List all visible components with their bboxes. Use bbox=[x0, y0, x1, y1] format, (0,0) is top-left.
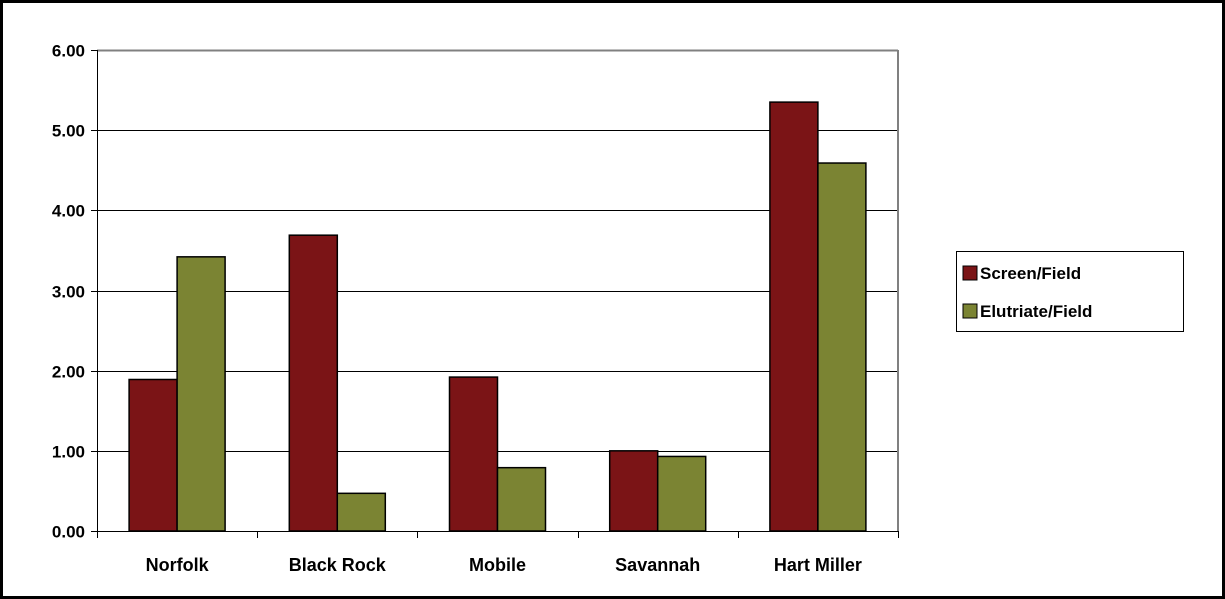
bars bbox=[128, 101, 867, 532]
legend-box bbox=[956, 251, 1184, 332]
x-category-label: Black Rock bbox=[289, 555, 387, 575]
legend: Screen/Field Elutriate/Field bbox=[956, 251, 1184, 332]
y-tick-label: 5.00 bbox=[52, 122, 85, 141]
x-category-label: Mobile bbox=[469, 555, 526, 575]
bar-screen-field-hart-miller bbox=[769, 101, 819, 532]
bar-elutriate-field-savannah bbox=[656, 455, 707, 532]
bar-elutriate-field-black-rock bbox=[336, 492, 387, 532]
y-tick-label: 4.00 bbox=[52, 202, 85, 221]
y-tick-label: 1.00 bbox=[52, 443, 85, 462]
plot-area bbox=[97, 49, 899, 531]
y-tick-label: 0.00 bbox=[52, 523, 85, 542]
y-tick-label: 2.00 bbox=[52, 363, 85, 382]
bar-screen-field-black-rock bbox=[288, 234, 339, 532]
y-tick-label: 3.00 bbox=[52, 283, 85, 302]
bar-screen-field-mobile bbox=[448, 376, 499, 532]
bar-elutriate-field-hart-miller bbox=[817, 162, 867, 532]
legend-swatch bbox=[962, 303, 978, 319]
bar-elutriate-field-norfolk bbox=[176, 256, 226, 532]
legend-swatch bbox=[962, 265, 978, 281]
bar-screen-field-norfolk bbox=[128, 378, 178, 532]
x-category-label: Savannah bbox=[615, 555, 700, 575]
bar-screen-field-savannah bbox=[608, 450, 659, 532]
axes bbox=[91, 50, 899, 538]
x-category-label: Hart Miller bbox=[774, 555, 862, 575]
y-tick-label: 6.00 bbox=[52, 42, 85, 61]
x-category-labels: Norfolk Black Rock Mobile Savannah Hart Mill… bbox=[146, 555, 862, 575]
x-category-label: Norfolk bbox=[146, 555, 210, 575]
y-tick-labels: 0.00 1.00 2.00 3.00 4.00 5.00 6.00 bbox=[52, 42, 85, 542]
legend-label: Elutriate/Field bbox=[980, 302, 1092, 321]
legend-label: Screen/Field bbox=[980, 264, 1081, 283]
bar-elutriate-field-mobile bbox=[496, 466, 547, 532]
